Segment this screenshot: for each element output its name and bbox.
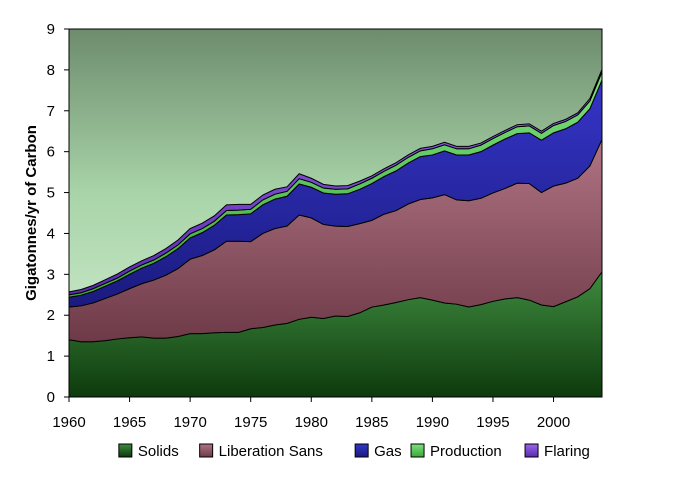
legend-label-flaring: Flaring	[544, 443, 590, 460]
x-tick-label: 1985	[355, 414, 388, 431]
legend-swatch-solids	[118, 443, 133, 458]
x-tick-label: 1990	[416, 414, 449, 431]
y-tick-label: 6	[47, 144, 55, 161]
axes-layer: 0 1 2 3 4 5 6 7 8 9 1960 1965 1970 1975 1980 1985 1990 19…	[47, 21, 603, 431]
y-tick-label: 3	[47, 266, 55, 283]
plot-frame	[68, 28, 603, 398]
legend-label-solids: Solids	[138, 443, 179, 460]
x-tick-label: 1965	[113, 414, 146, 431]
x-tick-label: 1980	[295, 414, 328, 431]
y-tick-label: 7	[47, 103, 55, 120]
legend: Solids Liberation Sans Gas Production Flarin…	[118, 443, 590, 460]
legend-swatch-production	[410, 443, 425, 458]
legend-label-gas: Gas	[374, 443, 402, 460]
y-tick-label: 2	[47, 307, 55, 324]
y-tick-label: 5	[47, 185, 55, 202]
legend-label-liberation-sans: Liberation Sans	[219, 443, 323, 460]
y-tick-label: 0	[47, 389, 55, 406]
legend-swatch-gas	[354, 443, 369, 458]
x-tick-label: 1960	[52, 414, 85, 431]
x-tick-label: 1970	[173, 414, 206, 431]
y-axis-label: Gigatonnes/yr of Carbon	[23, 125, 40, 301]
y-tick-label: 8	[47, 62, 55, 79]
x-tick-label: 2000	[537, 414, 570, 431]
x-tick-label: 1975	[234, 414, 267, 431]
x-tick-label: 1995	[476, 414, 509, 431]
legend-swatch-flaring	[524, 443, 539, 458]
legend-label-production: Production	[430, 443, 502, 460]
legend-swatch-liberation-sans	[199, 443, 214, 458]
y-tick-label: 1	[47, 348, 55, 365]
y-tick-label: 4	[47, 225, 55, 242]
y-tick-label: 9	[47, 21, 55, 38]
